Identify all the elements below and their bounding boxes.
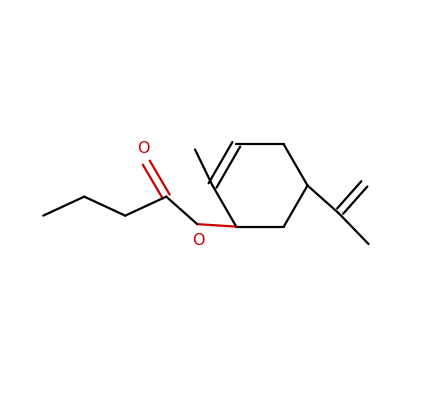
Text: O: O [138,141,150,156]
Text: O: O [192,233,204,248]
